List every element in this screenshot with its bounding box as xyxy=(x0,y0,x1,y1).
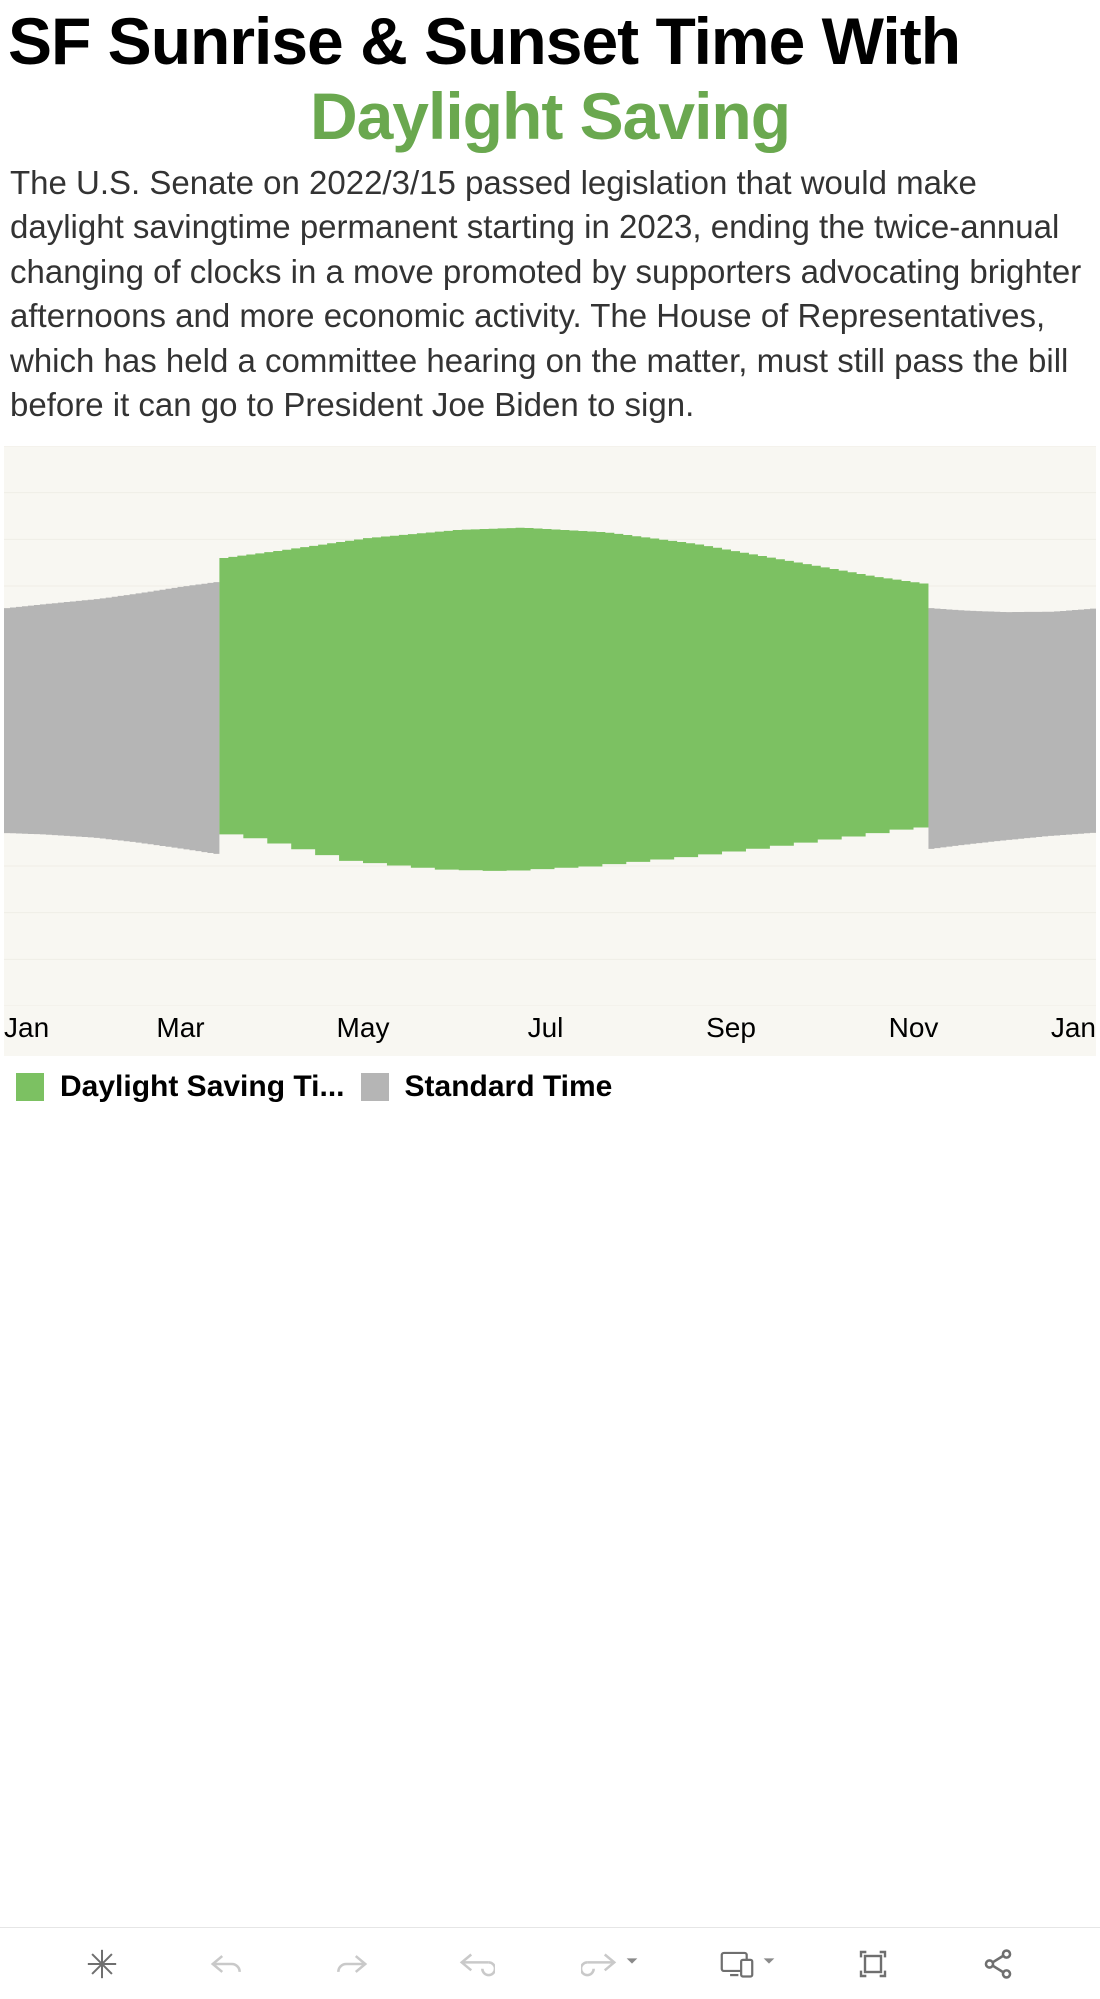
replay-forward-button[interactable] xyxy=(572,1936,628,1992)
x-tick-label: Jan xyxy=(1051,1012,1096,1044)
legend-swatch-dst xyxy=(16,1073,44,1101)
page-title-line2: Daylight Saving xyxy=(8,80,1092,153)
share-button[interactable] xyxy=(970,1936,1026,1992)
tableau-logo-icon[interactable] xyxy=(74,1936,130,1992)
legend: Daylight Saving Ti... Standard Time xyxy=(0,1056,1100,1118)
replay-back-button[interactable] xyxy=(448,1936,504,1992)
x-tick-label: Mar xyxy=(156,1012,204,1044)
description-text: The U.S. Senate on 2022/3/15 passed legi… xyxy=(0,153,1100,446)
caret-down-icon[interactable] xyxy=(624,1953,640,1974)
fullscreen-button[interactable] xyxy=(845,1936,901,1992)
chart-svg xyxy=(4,446,1096,1006)
x-tick-label: Sep xyxy=(706,1012,756,1044)
redo-button[interactable] xyxy=(323,1936,379,1992)
legend-label-std: Standard Time xyxy=(405,1070,613,1104)
x-axis: Jan Mar May Jul Sep Nov Jan xyxy=(4,1006,1096,1056)
legend-label-dst: Daylight Saving Ti... xyxy=(60,1070,345,1104)
legend-swatch-std xyxy=(361,1073,389,1101)
x-tick-label: Nov xyxy=(889,1012,939,1044)
caret-down-icon[interactable] xyxy=(761,1953,777,1974)
x-tick-label: Jul xyxy=(528,1012,564,1044)
tableau-toolbar xyxy=(0,1927,1100,1999)
x-tick-label: May xyxy=(337,1012,390,1044)
device-preview-button[interactable] xyxy=(709,1936,765,1992)
x-tick-label: Jan xyxy=(4,1012,49,1044)
undo-button[interactable] xyxy=(199,1936,255,1992)
sunrise-sunset-chart xyxy=(4,446,1096,1006)
page-title-line1: SF Sunrise & Sunset Time With xyxy=(8,8,1092,74)
